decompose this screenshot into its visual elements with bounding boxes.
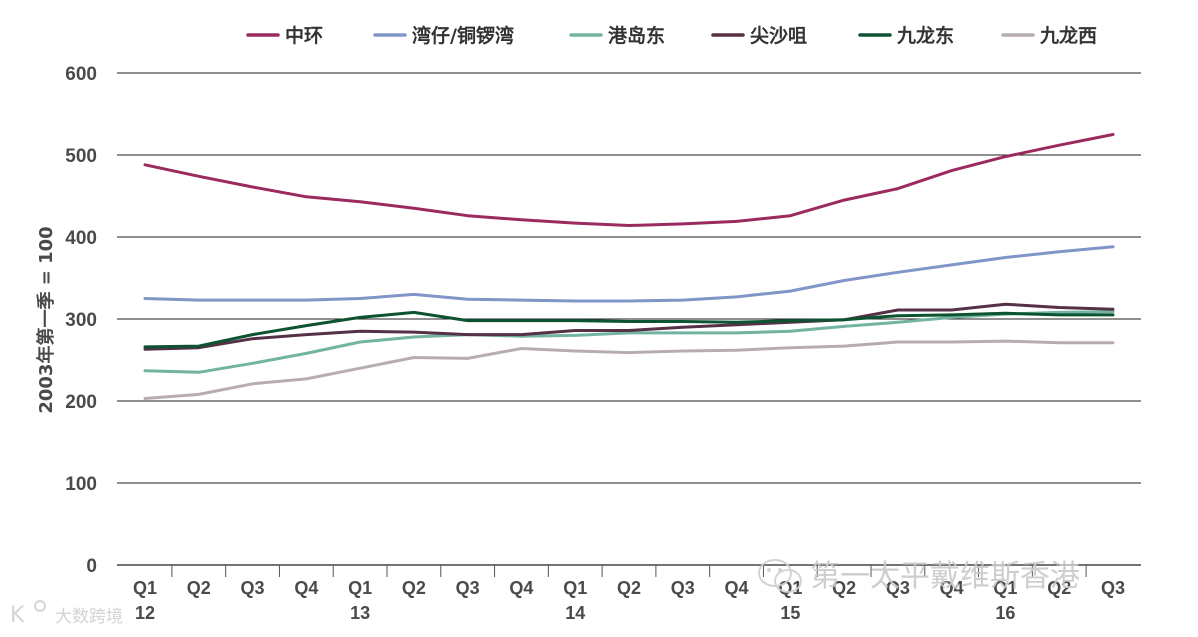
legend-label-1: 湾仔/铜锣湾 <box>412 24 514 47</box>
x-tick-label: Q3 <box>671 578 695 598</box>
x-tick-label: Q3 <box>456 578 480 598</box>
x-tick-label: Q2 <box>1047 578 1071 598</box>
legend-label-5: 九龙西 <box>1039 24 1097 47</box>
x-tick-label: Q1 <box>133 578 157 598</box>
x-tick-label: Q1 <box>993 578 1017 598</box>
y-tick-label: 600 <box>65 64 97 85</box>
x-tick-label: Q1 <box>563 578 587 598</box>
legend-label-4: 九龙东 <box>896 24 954 47</box>
series-lines <box>143 133 1115 400</box>
x-tick-label: Q4 <box>940 578 964 598</box>
x-tick-label: Q2 <box>617 578 641 598</box>
series-line-0 <box>143 133 1115 227</box>
logo-ring <box>34 600 46 612</box>
series-line-3 <box>143 302 1115 351</box>
series-line-4 <box>143 310 1115 349</box>
x-tick-label: Q4 <box>509 578 533 598</box>
wechat-icon <box>758 559 802 593</box>
legend-label-0: 中环 <box>285 24 323 47</box>
y-tick-label: 400 <box>65 228 97 249</box>
x-year-label: 15 <box>780 603 800 623</box>
x-tick-label: Q2 <box>402 578 426 598</box>
x-tick-label: Q4 <box>725 578 749 598</box>
x-tick-label: Q3 <box>241 578 265 598</box>
legend: 中环 湾仔/铜锣湾 港岛东 尖沙咀 九龙东 九龙西 <box>246 24 1097 47</box>
watermark: 第一太平戴维斯香港 K 大数跨境 <box>10 559 1080 628</box>
x-tick-label: Q1 <box>348 578 372 598</box>
series-line-5 <box>143 339 1115 400</box>
logo-mark: K <box>10 603 25 628</box>
x-year-label: 12 <box>135 603 155 623</box>
y-tick-label: 300 <box>65 310 97 331</box>
x-tick-label: Q2 <box>832 578 856 598</box>
x-tick-label: Q2 <box>187 578 211 598</box>
y-axis-label: 2003年第一季 = 100 <box>35 226 57 413</box>
y-tick-label: 500 <box>65 146 97 167</box>
y-axis-ticks: 0 100 200 300 400 500 600 <box>65 64 97 577</box>
x-year-label: 14 <box>565 603 585 623</box>
y-tick-label: 200 <box>65 392 97 413</box>
series-line-2 <box>143 310 1115 374</box>
legend-label-3: 尖沙咀 <box>750 24 807 47</box>
watermark-bottom-left: 大数跨境 <box>55 607 123 627</box>
x-axis-ticks: Q1 Q2 Q3 Q4 Q1 Q2 Q3 Q4 Q1 Q2 Q3 Q4 Q1 Q2 Q3 Q4 Q1 Q2 Q312… <box>133 565 1125 623</box>
series-line-1 <box>143 245 1115 303</box>
y-tick-label: 0 <box>86 556 97 577</box>
legend-label-2: 港岛东 <box>608 24 665 47</box>
x-tick-label: Q3 <box>886 578 910 598</box>
y-tick-label: 100 <box>65 474 97 495</box>
watermark-text: 第一太平戴维斯香港 <box>810 559 1080 594</box>
gridlines <box>117 72 1141 566</box>
x-year-label: 13 <box>350 603 370 623</box>
x-year-label: 16 <box>995 603 1015 623</box>
x-tick-label: Q4 <box>294 578 318 598</box>
x-tick-label: Q3 <box>1101 578 1125 598</box>
